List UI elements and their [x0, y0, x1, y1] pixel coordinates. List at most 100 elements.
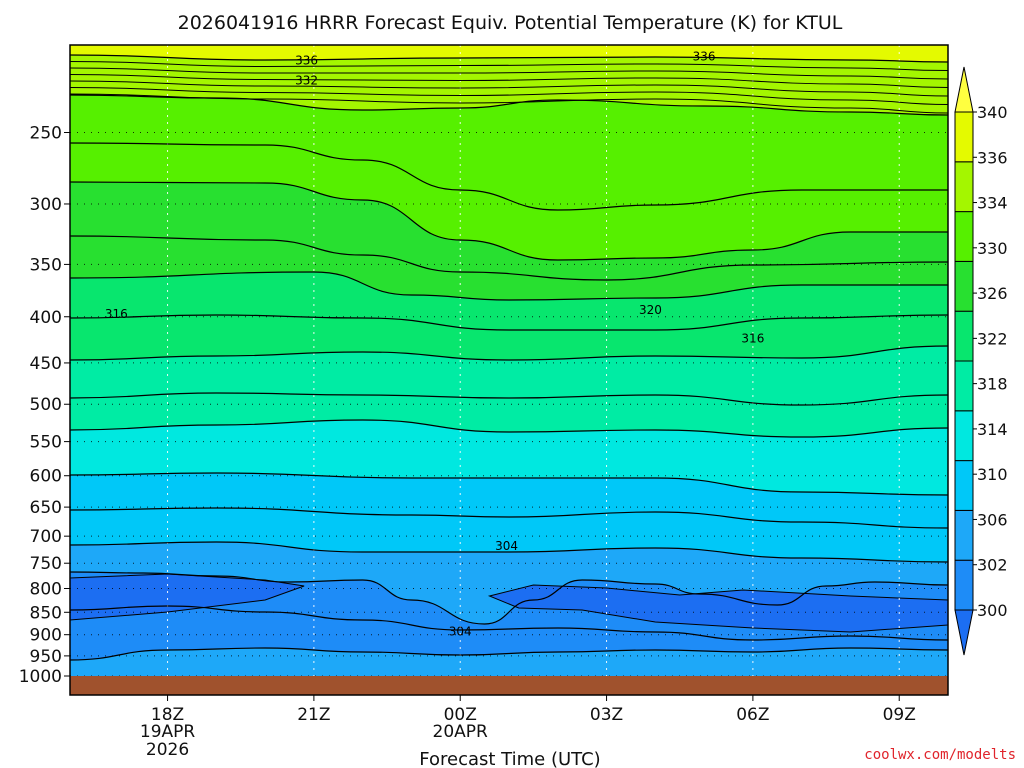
- contour-label-1: 336: [693, 50, 716, 64]
- colorbar-label-8: 330: [977, 239, 1008, 258]
- contour-line-4-1: [70, 345, 948, 361]
- contour-band-3: [70, 182, 948, 300]
- contour-label-text-3: 316: [105, 307, 128, 321]
- colorbar-label-7: 326: [977, 284, 1008, 303]
- colorbar-swatch-9: [954, 161, 974, 213]
- y-tick-label-3: 400: [30, 308, 62, 328]
- y-tick-label-8: 650: [30, 498, 62, 518]
- contour-label-text-2: 332: [295, 74, 318, 88]
- y-tick-label-15: 1000: [19, 667, 62, 687]
- colorbar-swatch-7: [954, 260, 974, 312]
- colorbar-swatch-10: [954, 111, 974, 163]
- contour-line-7-1: [70, 541, 948, 563]
- contour-band-5: [70, 346, 948, 437]
- contour-line-upper-4: [70, 80, 948, 97]
- credit-text: coolwx.com/modelts: [864, 747, 1016, 763]
- contour-labels: 336 336 332 316 320 316 304 304: [105, 50, 764, 639]
- contour-label-7: 304: [449, 625, 472, 639]
- x-tick-label-4: 06Z: [736, 705, 769, 725]
- contour-line-mid-1: [70, 235, 948, 281]
- colorbar-label-0: 300: [977, 601, 1008, 620]
- x-tick-label-3: 03Z: [590, 705, 623, 725]
- contour-band-4: [70, 272, 948, 360]
- contour-label-4: 320: [639, 303, 662, 317]
- colorbar-min-arrow: [954, 609, 974, 656]
- colorbar-label-9: 334: [977, 194, 1008, 213]
- contour-label-0: 336: [295, 53, 318, 67]
- colorbar-label-5: 318: [977, 375, 1008, 394]
- contour-line-mid-0: [70, 142, 948, 211]
- contour-band-2: [70, 95, 948, 260]
- contour-label-text-5: 316: [741, 332, 764, 346]
- contour-line-mid-5: [70, 605, 948, 641]
- contour-label-text-7: 304: [449, 625, 472, 639]
- colorbar-swatch-5: [954, 360, 974, 412]
- contour-line-9-1: [70, 647, 948, 661]
- x-axis-label: Forecast Time (UTC): [419, 749, 600, 768]
- y-tick-label-6: 550: [30, 433, 62, 453]
- colorbar-swatch-1: [954, 559, 974, 611]
- contour-line-mid-4: [70, 507, 948, 529]
- contour-pocket-1: [487, 584, 948, 633]
- colorbar-swatch-3: [954, 460, 974, 511]
- y-tick-label-0: 250: [30, 123, 62, 143]
- colorbar-swatch-6: [954, 310, 974, 362]
- contour-line-8-1: [70, 571, 948, 625]
- x-tick-label-0: 18Z: [151, 705, 184, 725]
- contour-line-2-1: [70, 181, 948, 261]
- colorbar-label-4: 314: [977, 420, 1008, 439]
- contour-line-upper-2: [70, 67, 948, 80]
- y-tick-label-2: 350: [30, 255, 62, 275]
- y-tick-label-14: 950: [30, 647, 62, 667]
- colorbar-label-11: 340: [977, 103, 1008, 122]
- colorbar-label-10: 336: [977, 148, 1008, 167]
- contour-line-6-1: [70, 472, 948, 496]
- contour-lines: [70, 54, 948, 661]
- x-tick-label-2: 00Z: [444, 705, 477, 725]
- colorbar-max-arrow: [954, 66, 974, 113]
- contour-label-3: 316: [105, 307, 128, 321]
- contour-label-text-1: 336: [693, 50, 716, 64]
- contour-band-10: [70, 648, 948, 676]
- y-tick-label-12: 850: [30, 603, 62, 623]
- contour-line-mid-3: [70, 392, 948, 406]
- x-tick-date-2: 20APR: [433, 722, 489, 742]
- contour-label-text-4: 320: [639, 303, 662, 317]
- contour-band-1: [70, 55, 948, 115]
- y-tick-label-13: 900: [30, 626, 62, 646]
- colorbar-swatch-4: [954, 410, 974, 462]
- y-tick-label-9: 700: [30, 527, 62, 547]
- colorbar: 300 302 306 310 314 318 322 326 330 334 336 340: [954, 66, 1008, 656]
- colorbar-swatch-2: [954, 509, 974, 561]
- contour-line-5-1: [70, 419, 948, 438]
- x-tick-year-0: 2026: [146, 740, 189, 760]
- x-tick-label-5: 09Z: [883, 705, 916, 725]
- plot-frame: [69, 44, 949, 696]
- contour-line-upper-5: [70, 87, 948, 105]
- contour-band-9: [70, 572, 948, 660]
- colorbar-label-6: 322: [977, 329, 1008, 348]
- contour-line-0-1: [70, 54, 948, 63]
- colorbar-swatch-8: [954, 211, 974, 262]
- x-tick-date-0: 19APR: [140, 722, 196, 742]
- contour-label-2: 332: [295, 74, 318, 88]
- y-tick-label-1: 300: [30, 195, 62, 215]
- contour-line-mid-2: [70, 314, 948, 331]
- ground-surface: [70, 676, 948, 695]
- colorbar-label-2: 306: [977, 510, 1008, 529]
- contour-line-upper-3: [70, 74, 948, 88]
- x-tick-label-1: 21Z: [297, 705, 330, 725]
- contour-label-text-0: 336: [295, 53, 318, 67]
- contour-label-text-6: 304: [495, 539, 518, 553]
- chart-title: 2026041916 HRRR Forecast Equiv. Potentia…: [178, 12, 843, 34]
- colorbar-label-3: 310: [977, 465, 1008, 484]
- contour-line-upper-6: [70, 93, 948, 114]
- contour-band-6: [70, 420, 948, 495]
- contour-label-5: 316: [741, 332, 764, 346]
- contour-label-6: 304: [495, 539, 518, 553]
- y-tick-label-10: 750: [30, 554, 62, 574]
- colorbar-label-1: 302: [977, 556, 1008, 575]
- y-tick-label-4: 450: [30, 354, 62, 374]
